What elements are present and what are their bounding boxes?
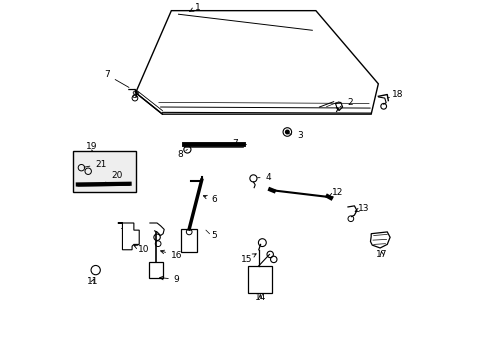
- Polygon shape: [135, 11, 378, 114]
- Text: 17: 17: [375, 250, 387, 259]
- Text: 5: 5: [211, 231, 217, 240]
- Text: 7: 7: [104, 71, 129, 87]
- Bar: [247, 266, 272, 293]
- Circle shape: [285, 130, 288, 134]
- Text: 3: 3: [288, 131, 302, 140]
- Text: 11: 11: [87, 278, 99, 287]
- Polygon shape: [118, 223, 139, 250]
- Text: 18: 18: [386, 90, 403, 99]
- Text: 15: 15: [240, 254, 256, 264]
- Text: 19: 19: [86, 143, 97, 152]
- Polygon shape: [370, 232, 389, 248]
- Text: 8: 8: [177, 149, 187, 159]
- Text: 13: 13: [354, 203, 369, 212]
- Text: 10: 10: [134, 245, 149, 254]
- Text: 16: 16: [160, 250, 182, 260]
- Text: 2: 2: [340, 98, 352, 107]
- Text: 4: 4: [257, 173, 271, 182]
- Text: 12: 12: [328, 188, 343, 197]
- Bar: [181, 229, 197, 252]
- Text: 9: 9: [160, 275, 179, 284]
- Text: 14: 14: [254, 293, 265, 302]
- Text: 6: 6: [203, 195, 217, 204]
- Text: 7: 7: [232, 139, 238, 148]
- Text: 8: 8: [131, 91, 137, 100]
- Bar: [148, 262, 163, 278]
- Text: 1: 1: [189, 3, 201, 12]
- Text: 20: 20: [104, 171, 122, 183]
- Text: 21: 21: [84, 159, 106, 168]
- FancyBboxPatch shape: [73, 150, 135, 192]
